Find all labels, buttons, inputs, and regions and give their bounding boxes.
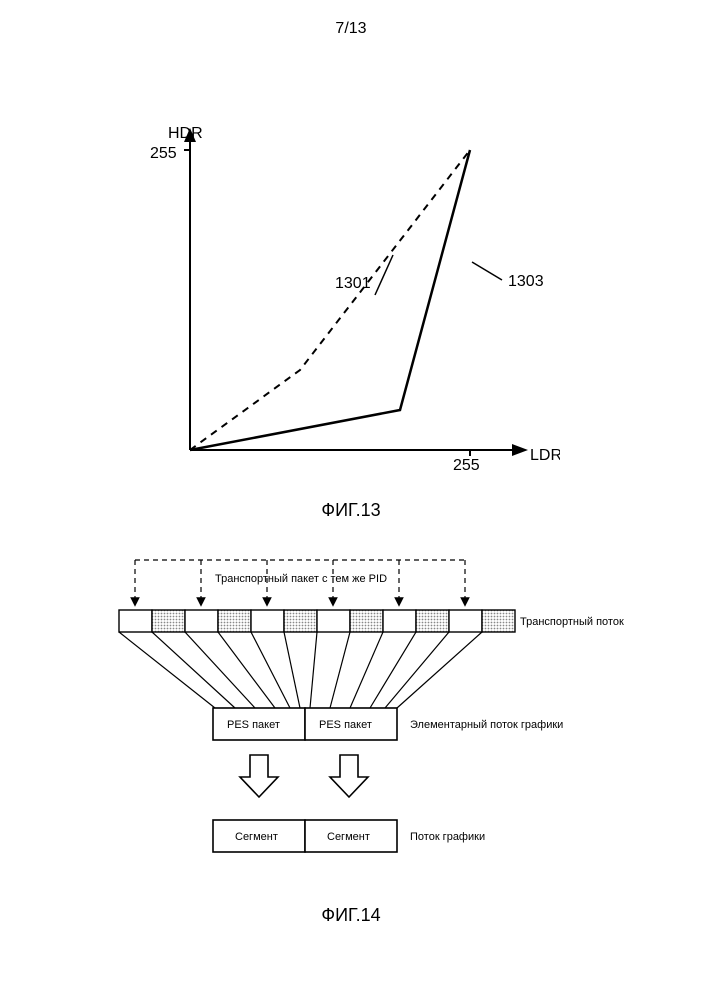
fig13-caption: ФИГ.13 bbox=[0, 500, 702, 521]
x-tick-label: 255 bbox=[453, 457, 480, 474]
packet-other bbox=[284, 610, 317, 632]
transport-stream-packets bbox=[119, 610, 515, 632]
curve-1303 bbox=[190, 150, 470, 450]
packet-other bbox=[482, 610, 515, 632]
x-axis-label: LDR bbox=[530, 447, 560, 464]
curve-1301 bbox=[190, 150, 470, 450]
packet-other bbox=[416, 610, 449, 632]
figure-14: Транспортный пакет с тем же PID Транспор… bbox=[85, 540, 625, 900]
fig14-diagram: Транспортный пакет с тем же PID Транспор… bbox=[85, 540, 625, 900]
fig13-chart: HDR 255 255 LDR 1301 1303 bbox=[130, 120, 560, 500]
page-number: 7/13 bbox=[0, 20, 702, 38]
packet-other bbox=[152, 610, 185, 632]
packet-pid bbox=[383, 610, 416, 632]
figure-13: HDR 255 255 LDR 1301 1303 bbox=[130, 120, 560, 500]
y-tick-label: 255 bbox=[150, 145, 177, 162]
segment-label-2: Сегмент bbox=[327, 831, 370, 843]
y-axis-label: HDR bbox=[168, 125, 203, 142]
segments: Сегмент Сегмент bbox=[213, 820, 397, 852]
label-1303: 1303 bbox=[508, 273, 544, 290]
packet-pid bbox=[449, 610, 482, 632]
fig14-caption: ФИГ.14 bbox=[0, 905, 702, 926]
demux-lines bbox=[119, 632, 482, 708]
packet-pid bbox=[251, 610, 284, 632]
pes-label-2: PES пакет bbox=[319, 719, 372, 731]
pes-label-1: PES пакет bbox=[227, 719, 280, 731]
label-1301: 1301 bbox=[335, 275, 371, 292]
packet-pid bbox=[185, 610, 218, 632]
graphics-stream-label: Поток графики bbox=[410, 831, 485, 843]
packet-other bbox=[350, 610, 383, 632]
pes-packets: PES пакет PES пакет bbox=[213, 708, 397, 740]
packet-other bbox=[218, 610, 251, 632]
transport-stream-label: Транспортный поток bbox=[520, 616, 624, 628]
segment-label-1: Сегмент bbox=[235, 831, 278, 843]
pid-bracket-label: Транспортный пакет с тем же PID bbox=[215, 573, 387, 585]
elementary-stream-label: Элементарный поток графики bbox=[410, 719, 563, 731]
packet-pid bbox=[119, 610, 152, 632]
packet-pid bbox=[317, 610, 350, 632]
down-arrows bbox=[240, 755, 368, 797]
